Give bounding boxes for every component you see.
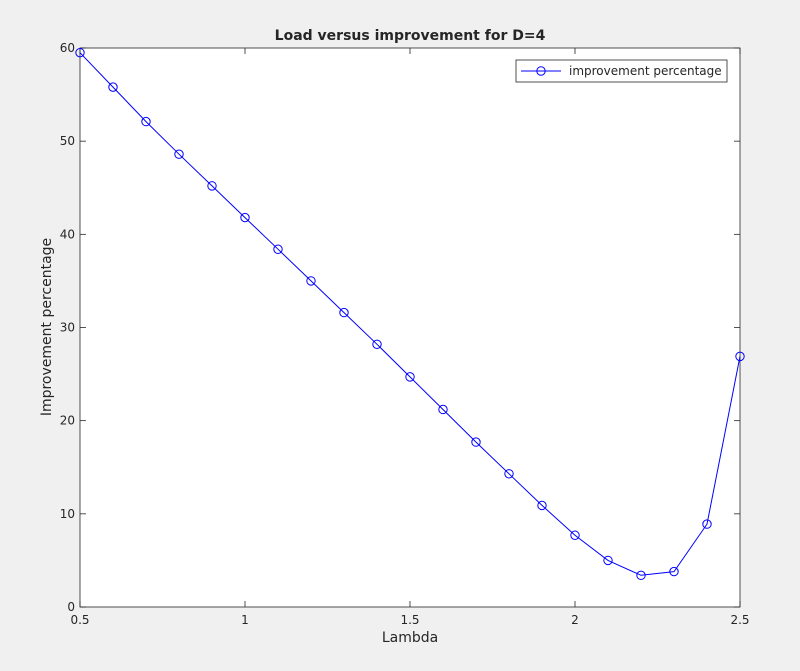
legend: improvement percentage bbox=[515, 59, 728, 83]
x-axis-label: Lambda bbox=[382, 630, 438, 646]
data-point bbox=[141, 116, 151, 127]
data-point bbox=[207, 181, 217, 191]
y-tick-label: 20 bbox=[60, 414, 75, 428]
data-point bbox=[735, 351, 745, 362]
series-line bbox=[79, 52, 741, 576]
chart-title: Load versus improvement for D=4 bbox=[275, 28, 546, 44]
data-point bbox=[504, 469, 514, 479]
data-point bbox=[306, 276, 316, 286]
data-point bbox=[339, 307, 349, 318]
data-point bbox=[438, 404, 448, 415]
axis-tick-labels: 0.5 1 1.5 2 2.5 0 10 20 30 40 50 60 bbox=[60, 41, 750, 627]
data-point bbox=[75, 47, 85, 58]
data-point bbox=[636, 570, 646, 581]
data-point bbox=[570, 530, 580, 540]
data-point bbox=[471, 437, 481, 447]
series-layer bbox=[75, 47, 745, 581]
axis-ticks bbox=[79, 47, 741, 608]
x-tick-label: 0.5 bbox=[70, 613, 89, 627]
data-point bbox=[702, 519, 712, 529]
plot-area bbox=[79, 47, 741, 608]
data-point bbox=[108, 82, 118, 92]
y-tick-label: 60 bbox=[60, 41, 75, 55]
legend-marker bbox=[536, 66, 546, 76]
data-point bbox=[603, 555, 613, 566]
y-tick-label: 0 bbox=[67, 600, 75, 614]
x-tick-label: 1 bbox=[241, 613, 249, 627]
data-point bbox=[669, 566, 679, 577]
data-point bbox=[174, 149, 184, 159]
legend-label: improvement percentage bbox=[569, 64, 722, 78]
legend-box bbox=[515, 59, 728, 83]
y-tick-label: 40 bbox=[60, 227, 75, 241]
data-point bbox=[273, 244, 283, 254]
data-point bbox=[240, 212, 250, 223]
y-tick-label: 50 bbox=[60, 134, 75, 148]
data-point bbox=[372, 339, 382, 349]
x-tick-label: 2.5 bbox=[730, 613, 749, 627]
x-tick-label: 2 bbox=[571, 613, 579, 627]
y-tick-label: 10 bbox=[60, 507, 75, 521]
y-axis-label: Improvement percentage bbox=[39, 238, 55, 416]
y-tick-label: 30 bbox=[60, 321, 75, 335]
data-point bbox=[537, 500, 547, 511]
x-tick-label: 1.5 bbox=[400, 613, 419, 627]
data-point bbox=[405, 372, 415, 382]
